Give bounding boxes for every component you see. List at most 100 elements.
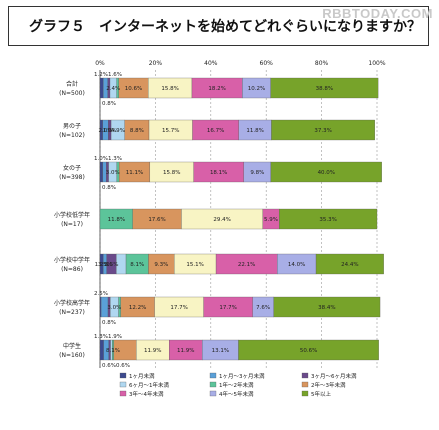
legend-swatch <box>301 372 309 379</box>
category-label: (N=237) <box>59 309 85 316</box>
legend-swatch <box>209 372 217 379</box>
legend-label: 6ヶ月～1年未満 <box>129 381 169 389</box>
legend-swatch <box>301 390 309 397</box>
category-label: (N=102) <box>59 132 85 139</box>
bar-segment <box>238 339 379 361</box>
data-label: 18.1% <box>210 170 227 176</box>
bar-segment <box>279 208 378 230</box>
data-label: 3.0% <box>106 170 120 176</box>
category-label: 小学校低学年 <box>54 211 90 219</box>
data-labels: 2.4% 10.6% 15.8% 18.2% 10.2% 38.8% 2.0%1.0%4.9… <box>94 72 359 369</box>
data-label: 8.8% <box>130 128 144 134</box>
data-label: 9.8% <box>250 170 264 176</box>
data-label: 17.7% <box>170 305 187 311</box>
data-label: 15.7% <box>162 128 179 134</box>
x-tick-label: 80% <box>315 60 329 67</box>
data-label: 2.0% <box>99 128 113 134</box>
data-label: 18.2% <box>208 86 225 92</box>
data-label: 5.9% <box>264 217 278 223</box>
category-label: (N=17) <box>61 221 83 228</box>
bar-segment <box>270 77 379 99</box>
legend-label: 4年～5年未満 <box>219 390 254 398</box>
category-label: (N=160) <box>59 352 85 359</box>
data-label: 10.2% <box>248 86 265 92</box>
data-label: 1.0% <box>103 128 117 134</box>
data-label-below: 0.8% <box>102 320 116 326</box>
category-label: (N=398) <box>59 174 85 181</box>
category-label: 中学生 <box>63 342 81 350</box>
data-label: 50.6% <box>300 348 317 354</box>
data-label: 3.5% <box>105 262 119 268</box>
data-label: 10.6% <box>125 86 142 92</box>
data-label: 11.9% <box>177 348 194 354</box>
data-label: 29.4% <box>213 217 230 223</box>
legend-label: 1ヶ月未満 <box>129 372 155 380</box>
bar-segment <box>271 119 375 141</box>
data-label-above: 1.3%1.9% <box>94 334 122 340</box>
category-labels: 合計 (N=500) 男の子 (N=102) 女の子 (N=398) 小学校低学年 (N=17… <box>54 80 90 359</box>
legend-label: 1ヶ月～3ヶ月未満 <box>219 372 265 380</box>
data-label: 12.2% <box>129 305 146 311</box>
category-label: (N=500) <box>59 90 85 97</box>
legend-label: 2年～3年未満 <box>311 381 346 389</box>
data-label: 38.4% <box>318 305 335 311</box>
category-label: 小学校中学年 <box>54 256 90 264</box>
bar-segment <box>273 296 381 318</box>
bar-segment <box>99 296 102 318</box>
title-box: グラフ５ インターネットを始めてどれぐらいになりますか？ <box>8 6 429 46</box>
data-label: 9.3% <box>154 262 168 268</box>
category-label: 小学校高学年 <box>54 299 90 307</box>
category-label: 男の子 <box>63 123 81 130</box>
data-label-above: 1.0%1.3% <box>94 156 122 162</box>
category-label: (N=86) <box>61 266 83 273</box>
data-label: 3.5% <box>98 262 112 268</box>
legend: 1ヶ月未満 1ヶ月～3ヶ月未満 3ヶ月～6ヶ月未満 6ヶ月～1年未満 1年～2年未満 2年… <box>119 372 357 398</box>
legend-label: 1年～2年未満 <box>219 381 254 389</box>
data-label: 8.1% <box>106 348 120 354</box>
legend-swatch <box>119 372 127 379</box>
data-label: 22.1% <box>238 262 255 268</box>
x-tick-label: 0% <box>95 60 105 67</box>
data-label: 1.2% <box>95 262 109 268</box>
data-label: 24.4% <box>341 262 358 268</box>
x-tick-label: 100% <box>368 60 385 67</box>
chart-title: グラフ５ インターネットを始めてどれぐらいになりますか？ <box>29 19 421 35</box>
data-label: 2.4% <box>106 86 120 92</box>
data-label: 7.6% <box>256 305 270 311</box>
data-label: 15.8% <box>163 170 180 176</box>
data-label-below: 0.8% <box>102 101 116 107</box>
data-label: 15.8% <box>161 86 178 92</box>
watermark-logo: RBBTODAY.COM <box>322 6 433 21</box>
data-label-below: 0.8% <box>102 185 116 191</box>
data-label: 15.1% <box>186 262 203 268</box>
data-label: 3.0% <box>107 305 121 311</box>
data-label: 17.7% <box>219 305 236 311</box>
bar-segment <box>315 253 384 275</box>
x-tick-label: 60% <box>260 60 274 67</box>
legend-swatch <box>301 381 309 388</box>
x-tick-label: 20% <box>149 60 163 67</box>
data-label: 40.0% <box>318 170 335 176</box>
legend-label: 5年以上 <box>311 390 331 398</box>
data-label: 17.6% <box>148 217 165 223</box>
data-label: 11.1% <box>126 170 143 176</box>
category-label: 女の子 <box>63 164 81 172</box>
bar-segment <box>99 77 104 99</box>
data-label: 35.3% <box>319 217 336 223</box>
x-tick-label: 40% <box>204 60 218 67</box>
legend-swatch <box>209 390 217 397</box>
data-label-below: 0.6%0.6% <box>102 363 130 369</box>
legend-swatch <box>119 390 127 397</box>
legend-swatch <box>209 381 217 388</box>
bar-segment <box>99 339 104 361</box>
data-label: 11.9% <box>144 348 161 354</box>
category-label: 合計 <box>66 80 78 88</box>
legend-label: 3ヶ月～6ヶ月未満 <box>311 372 357 380</box>
data-label: 4.9% <box>111 128 125 134</box>
data-label-above: 1.2%1.6% <box>94 72 122 78</box>
data-label: 8.1% <box>130 262 144 268</box>
data-label: 11.8% <box>246 128 263 134</box>
data-label: 11.8% <box>108 217 125 223</box>
data-label: 14.0% <box>288 262 305 268</box>
